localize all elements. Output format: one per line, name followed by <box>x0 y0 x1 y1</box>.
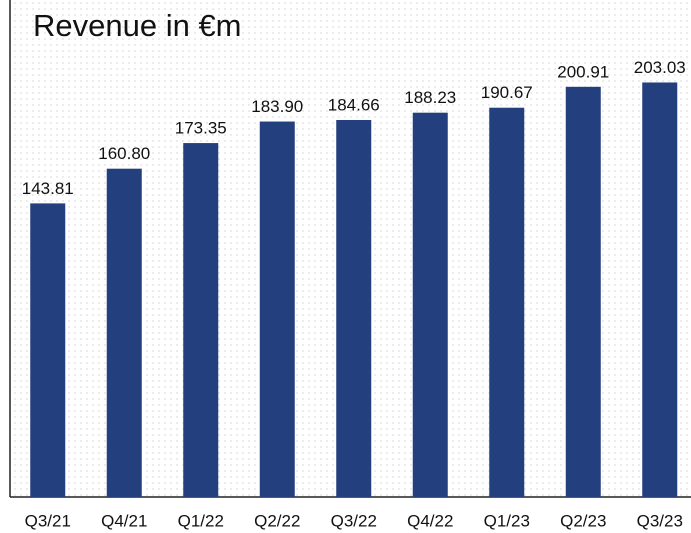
x-tick-label: Q3/23 <box>637 511 683 530</box>
data-label: 184.66 <box>328 95 380 114</box>
data-label: 160.80 <box>98 144 150 163</box>
bar <box>412 112 448 497</box>
x-tick-label: Q3/22 <box>331 511 377 530</box>
x-tick-label: Q1/22 <box>178 511 224 530</box>
bar <box>183 143 219 497</box>
chart-title: Revenue in €m <box>33 8 242 43</box>
data-label: 200.91 <box>557 62 609 81</box>
data-label: 190.67 <box>481 83 533 102</box>
bar <box>30 203 66 497</box>
bar <box>565 86 601 497</box>
x-tick-label: Q1/23 <box>484 511 530 530</box>
bar <box>336 119 372 497</box>
bar <box>106 168 142 497</box>
x-tick-label: Q3/21 <box>25 511 71 530</box>
data-label: 173.35 <box>175 119 227 138</box>
bar <box>642 82 678 498</box>
bar <box>259 121 295 497</box>
data-label: 188.23 <box>404 88 456 107</box>
bar <box>489 107 525 497</box>
x-tick-label: Q4/22 <box>407 511 453 530</box>
x-tick-label: Q4/21 <box>101 511 147 530</box>
x-tick-label: Q2/22 <box>254 511 300 530</box>
data-label: 183.90 <box>251 97 303 116</box>
data-label: 203.03 <box>634 58 686 77</box>
x-tick-label: Q2/23 <box>560 511 606 530</box>
data-label: 143.81 <box>22 179 74 198</box>
